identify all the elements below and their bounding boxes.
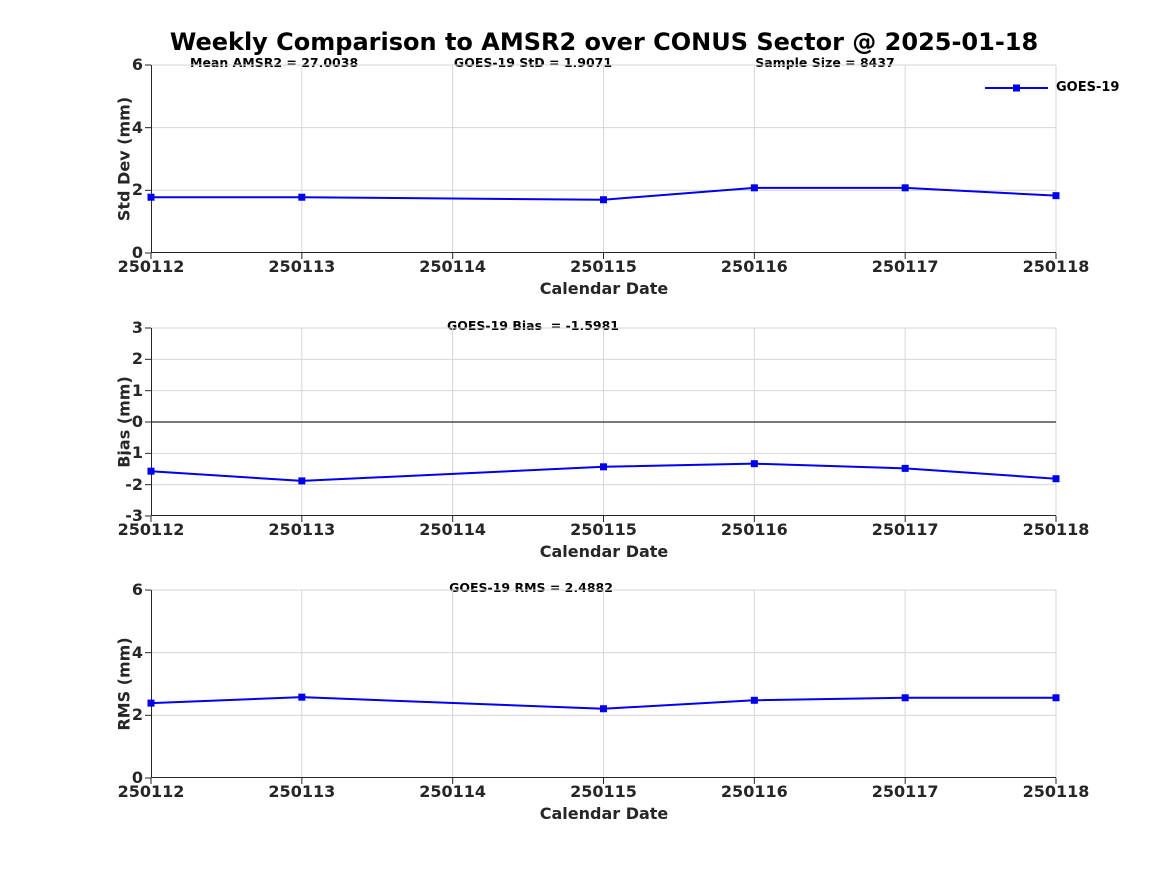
y-tick-label: 6 [131,55,143,74]
data-point-marker [600,196,607,204]
annotation-sample-size: Sample Size = 8437 [755,55,895,70]
data-point-marker [298,477,306,485]
x-tick-label: 250114 [419,257,487,276]
y-axis-label: Bias (mm) [114,376,134,468]
data-point-marker [147,467,155,475]
data-point-marker [600,705,607,713]
data-point-marker [901,694,909,702]
y-tick-label: 4 [131,117,143,137]
x-tick-label: 250117 [871,782,939,801]
y-axis-label: Std Dev (mm) [114,96,134,222]
data-point-marker [147,193,155,201]
x-tick-label: 250112 [117,782,185,801]
x-tick-label: 250113 [268,782,336,801]
x-axis-label: Calendar Date [539,804,669,823]
subplot-std-dev: Mean AMSR2 = 27.0038 GOES-19 StD = 1.907… [0,56,1167,299]
x-tick-label: 250118 [1022,520,1090,539]
annotation-goes19-bias: GOES-19 Bias = -1.5981 [446,318,620,333]
y-axis-label: RMS (mm) [114,637,134,731]
x-tick-label: 250112 [117,520,185,539]
y-tick-label: 3 [131,318,143,337]
annotation-goes19-std: GOES-19 StD = 1.9071 [453,55,613,70]
x-axis-label: Calendar Date [539,542,669,561]
x-tick-label: 250114 [419,782,487,801]
data-point-marker [600,463,607,471]
x-tick-label: 250116 [720,782,788,801]
plot-area-bias [145,327,1060,522]
y-tick-label: 2 [131,705,143,725]
x-tick-label: 250115 [570,520,637,539]
y-tick-label: 2 [131,180,143,200]
y-tick-label: -3 [125,506,143,525]
y-tick-label: 0 [131,412,143,431]
data-point-marker [1052,694,1060,702]
y-tick-label: 6 [131,580,143,599]
x-tick-label: 250118 [1022,782,1090,801]
data-point-marker [298,193,306,201]
x-tick-label: 250113 [268,520,336,539]
legend-line-sample-icon [985,84,1048,91]
y-tick-label: -1 [125,443,143,463]
x-tick-label: 250116 [720,520,788,539]
data-point-marker [901,184,909,192]
data-point-marker [1052,475,1060,483]
x-tick-label: 250113 [268,257,336,276]
y-tick-label: 2 [131,349,143,369]
data-point-marker [147,699,155,707]
chart-title: Weekly Comparison to AMSR2 over CONUS Se… [169,28,1039,56]
x-tick-label: 250114 [419,520,487,539]
y-tick-label: 0 [131,768,143,787]
y-tick-label: 1 [131,380,143,400]
data-point-marker [901,464,909,472]
data-point-marker [1052,192,1060,200]
subplot-bias: GOES-19 Bias = -1.5981 -3 -2 -1 0 1 2 3 250112 2… [0,319,1167,562]
legend-label: GOES-19 [1056,80,1120,95]
subplot-rms: GOES-19 RMS = 2.4882 0 2 4 6 250112 250113 250… [0,581,1167,824]
data-point-marker [750,460,758,468]
data-point-marker [298,693,306,701]
x-tick-label: 250115 [570,782,637,801]
x-axis-label: Calendar Date [539,279,669,298]
x-tick-label: 250116 [720,257,788,276]
x-tick-label: 250115 [570,257,637,276]
y-tick-label: -2 [125,474,143,494]
y-tick-label: 4 [131,642,143,662]
plot-area-rms [145,589,1060,784]
x-tick-label: 250117 [871,257,939,276]
annotation-goes19-rms: GOES-19 RMS = 2.4882 [449,580,613,595]
data-point-marker [750,184,758,192]
legend: GOES-19 [985,80,1119,95]
x-tick-label: 250117 [871,520,939,539]
x-tick-label: 250118 [1022,257,1090,276]
x-tick-label: 250112 [117,257,185,276]
annotation-mean-amsr2: Mean AMSR2 = 27.0038 [190,55,359,70]
plot-area-std-dev [145,64,1060,259]
data-point-marker [750,696,758,704]
y-tick-label: 0 [131,243,143,262]
